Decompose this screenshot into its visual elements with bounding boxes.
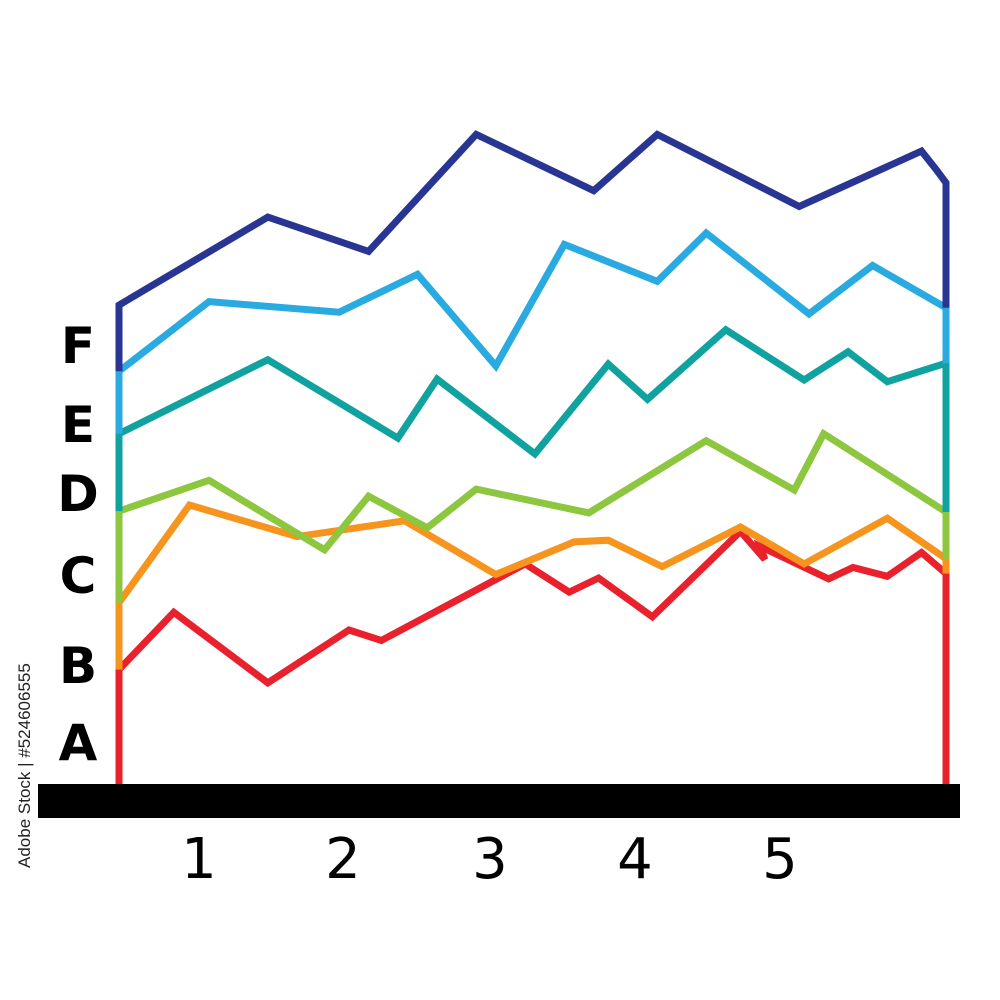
x-label-3: 3 (472, 827, 508, 892)
y-label-d: D (57, 465, 99, 523)
y-label-e: E (61, 396, 95, 454)
x-label-1: 1 (181, 827, 217, 892)
series-layer (115, 130, 950, 784)
y-axis-labels: A B C D E F (57, 317, 99, 772)
y-label-b: B (59, 637, 97, 695)
x-axis-bar (38, 784, 960, 818)
x-label-4: 4 (617, 827, 653, 892)
series-line-d (115, 325, 950, 512)
series-line-f (115, 130, 950, 372)
x-axis-labels: 1 2 3 4 5 (181, 827, 798, 892)
series-line-c (115, 428, 950, 603)
y-label-a: A (59, 714, 98, 772)
y-label-f: F (61, 317, 95, 375)
y-label-c: C (60, 547, 97, 605)
x-label-5: 5 (762, 827, 798, 892)
stock-id-watermark: Adobe Stock | #524606555 (15, 663, 34, 868)
series-line-e (115, 228, 950, 434)
x-label-2: 2 (325, 827, 361, 892)
series-line-a (115, 526, 950, 784)
series-line-b (115, 500, 950, 670)
